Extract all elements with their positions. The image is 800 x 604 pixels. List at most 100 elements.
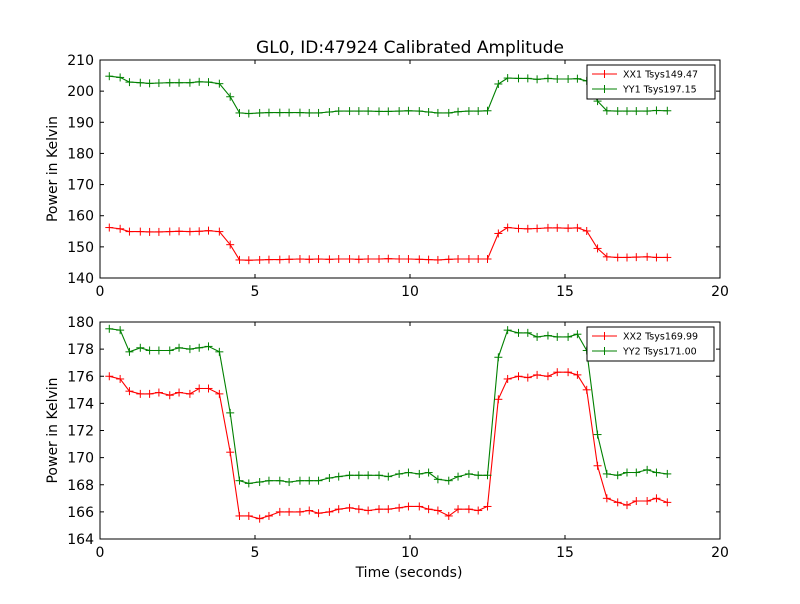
data-point [424, 468, 433, 477]
data-point [494, 395, 503, 404]
x-tick-label: 5 [251, 284, 260, 300]
data-point [136, 389, 145, 398]
data-point [632, 497, 641, 506]
legend-item: XX1 Tsys149.47 [592, 70, 698, 81]
y-axis-label: Power in Kelvin [45, 116, 61, 222]
data-point [215, 79, 224, 88]
data-point [623, 253, 631, 262]
data-point [125, 78, 134, 87]
y-tick-label: 168 [67, 478, 94, 494]
data-point [444, 511, 453, 520]
data-point [533, 370, 542, 379]
data-point [175, 227, 184, 236]
data-point [623, 107, 631, 116]
y-tick-label: 172 [67, 424, 94, 440]
data-point [503, 74, 512, 83]
x-tick-label: 15 [556, 284, 574, 300]
data-point [553, 223, 562, 232]
legend-item: YY1 Tsys197.15 [592, 85, 697, 96]
x-tick-label: 0 [96, 545, 105, 561]
y-tick-label: 210 [67, 53, 94, 69]
data-point [295, 108, 304, 117]
data-point [454, 255, 463, 264]
data-point [285, 108, 294, 117]
data-point [643, 107, 652, 116]
data-point [235, 108, 244, 117]
data-point [204, 226, 213, 235]
data-point [116, 73, 125, 82]
data-point [185, 227, 194, 236]
legend: XX1 Tsys149.47 YY1 Tsys197.15 [586, 64, 716, 100]
x-tick-label: 10 [401, 545, 419, 561]
data-point [613, 253, 622, 262]
data-point [275, 507, 284, 516]
data-point [503, 223, 512, 232]
data-point [204, 384, 213, 393]
data-point [145, 389, 154, 398]
bottom-subplot: 0 5 10 15 20 164 166 168 170 172 174 176 178 180 Power… [45, 315, 729, 581]
data-point [244, 479, 253, 488]
data-point [264, 511, 273, 520]
data-point [145, 227, 154, 236]
data-point [623, 468, 631, 477]
data-point [533, 75, 542, 84]
data-point [175, 78, 184, 87]
data-point [375, 471, 383, 480]
data-point [424, 505, 433, 514]
data-point [395, 255, 404, 264]
data-point [433, 475, 442, 484]
data-point [384, 472, 393, 481]
data-point [415, 107, 424, 116]
legend-box [586, 326, 715, 362]
data-point [564, 224, 573, 233]
data-point [613, 107, 622, 116]
data-point [364, 255, 373, 264]
data-point [514, 74, 523, 83]
data-point [494, 353, 503, 362]
data-point [325, 473, 334, 482]
data-point [573, 223, 582, 232]
data-point [175, 343, 184, 352]
chart-title: GL0, ID:47924 Calibrated Amplitude [256, 38, 564, 58]
legend-label: XX1 Tsys149.47 [623, 70, 698, 81]
data-point [185, 78, 194, 87]
data-point [444, 108, 453, 117]
data-point [354, 471, 363, 480]
data-point [474, 506, 483, 515]
data-point [643, 465, 652, 474]
data-point [354, 505, 363, 514]
data-point [125, 387, 134, 396]
data-point [464, 107, 473, 116]
data-point [384, 254, 393, 263]
data-point [543, 74, 552, 83]
data-point [652, 494, 661, 503]
data-point [314, 108, 323, 117]
data-point [404, 502, 413, 511]
data-point [295, 507, 304, 516]
data-point [663, 106, 672, 115]
data-point [523, 373, 532, 382]
data-point [632, 107, 641, 116]
top-subplot: 0 5 10 15 20 140 150 160 170 180 190 200 210 Power in… [45, 53, 729, 300]
legend-item: XX2 Tsys169.99 [592, 332, 698, 343]
data-point [185, 345, 194, 354]
y-tick-label: 170 [67, 178, 94, 194]
y-tick-label: 174 [67, 396, 94, 412]
data-point [305, 506, 314, 515]
data-point [454, 472, 463, 481]
data-point [375, 505, 383, 514]
y-tick-label: 170 [67, 451, 94, 467]
data-point [345, 107, 354, 116]
data-point [602, 106, 611, 115]
data-point [244, 511, 253, 520]
x-tick-label: 10 [401, 284, 419, 300]
y-tick-label: 164 [67, 532, 94, 548]
y-tick-label: 150 [67, 240, 94, 256]
data-point [354, 107, 363, 116]
data-point [483, 255, 492, 264]
data-point [215, 389, 224, 398]
data-point [204, 342, 213, 351]
data-point [305, 108, 314, 117]
x-axis-label: Time (seconds) [355, 565, 463, 581]
data-point [175, 388, 184, 397]
